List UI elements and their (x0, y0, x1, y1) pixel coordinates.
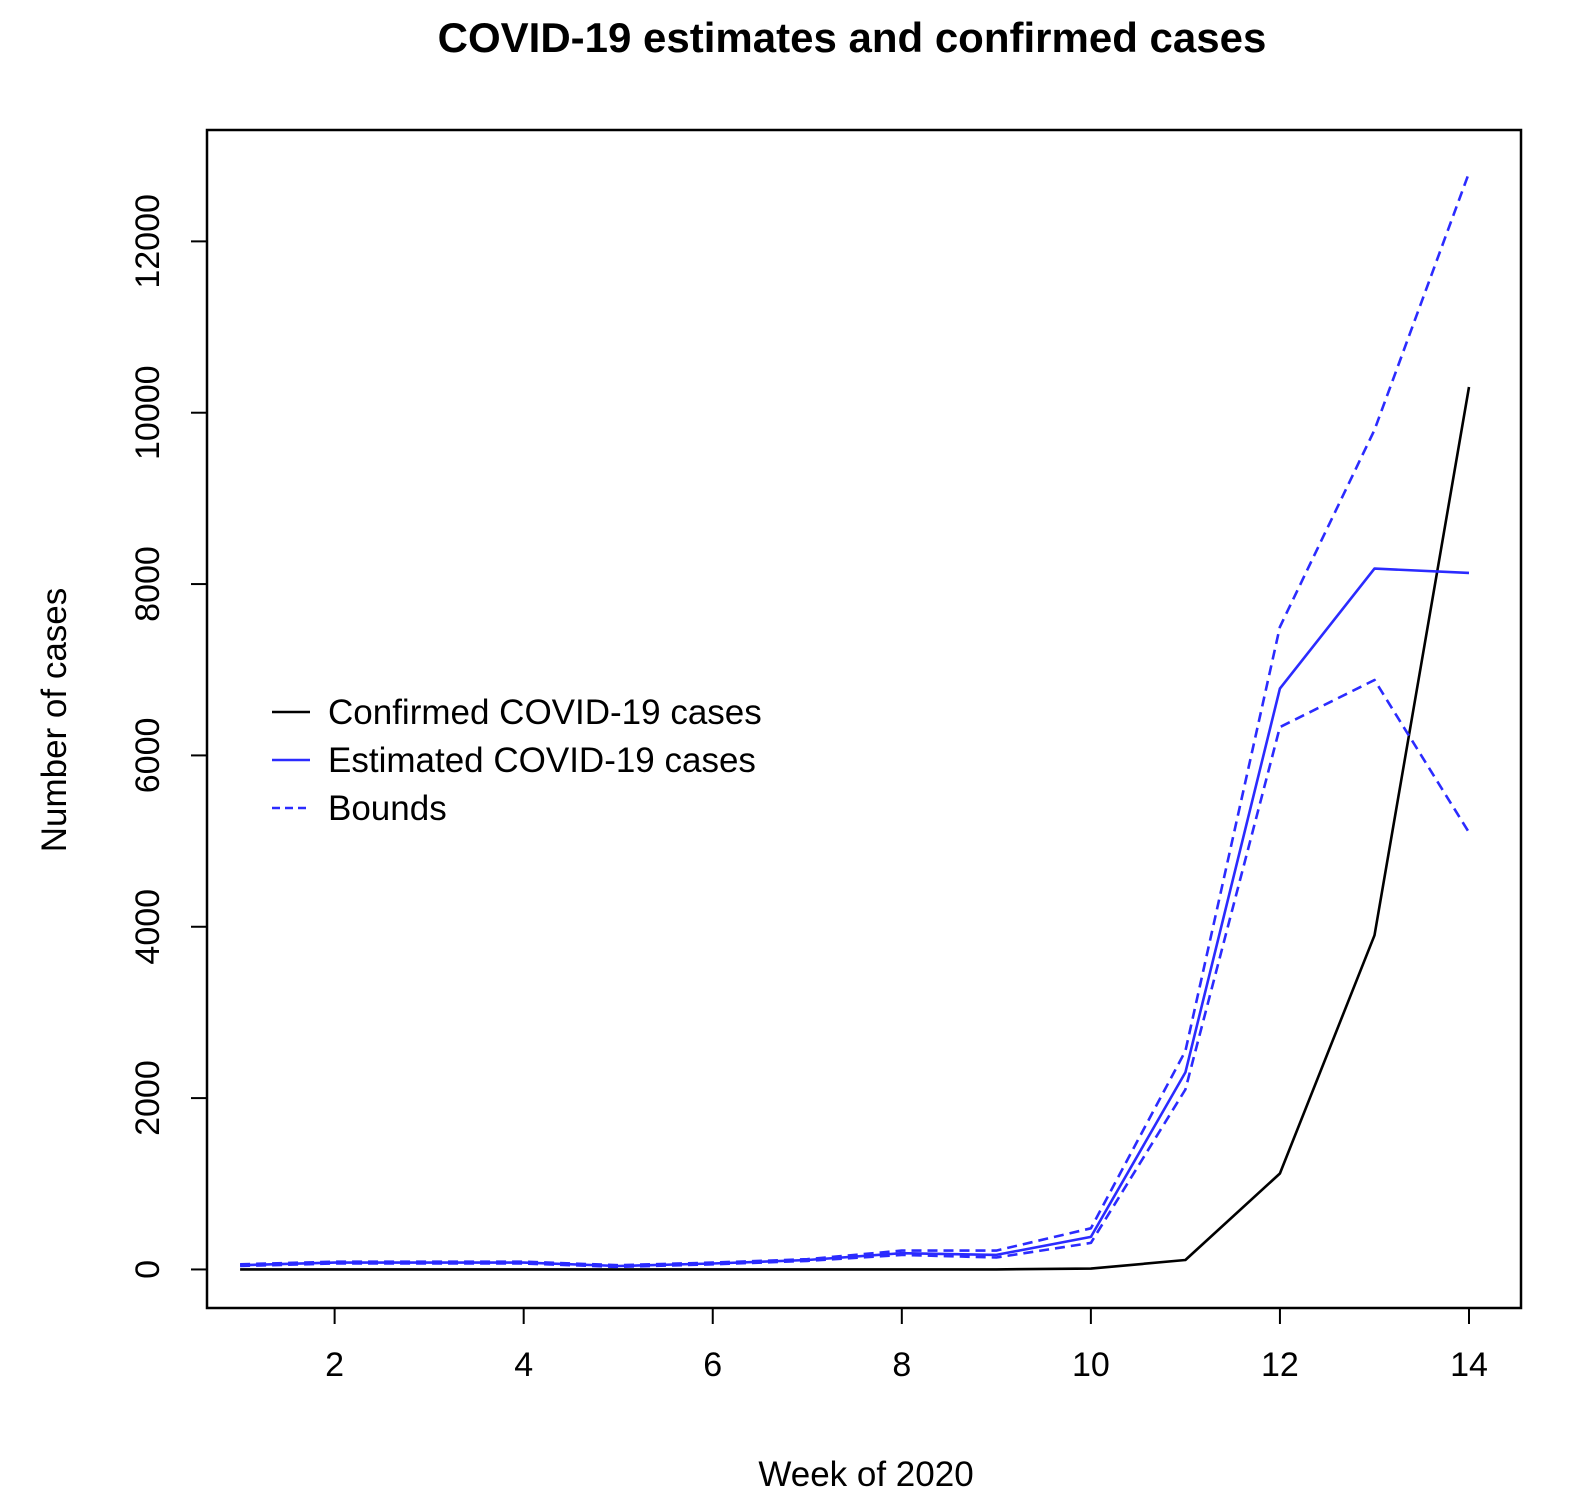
series-line-3 (240, 678, 1471, 1269)
series-line-0 (240, 386, 1471, 1271)
y-axis-label: Number of cases (35, 588, 74, 853)
x-tick-label: 4 (514, 1346, 533, 1384)
x-tick-label: 10 (1072, 1346, 1110, 1384)
x-tick-label: 8 (892, 1346, 911, 1384)
y-tick-label: 12000 (129, 194, 167, 289)
x-tick-label: 14 (1450, 1346, 1488, 1384)
legend-label: Confirmed COVID-19 cases (328, 693, 762, 732)
legend-label: Estimated COVID-19 cases (328, 741, 756, 780)
legend: Confirmed COVID-19 cases Estimated COVID-… (272, 693, 762, 828)
legend-label: Bounds (328, 789, 447, 828)
y-axis: 0 2000 4000 6000 8000 10000 12000 (129, 194, 208, 1279)
y-tick-label: 4000 (129, 889, 167, 965)
chart-title: COVID-19 estimates and confirmed cases (438, 14, 1267, 61)
y-tick-label: 2000 (129, 1060, 167, 1136)
x-axis: 2 4 6 8 10 12 14 (240, 1307, 1488, 1384)
x-axis-label: Week of 2020 (758, 1455, 973, 1494)
series-line-2 (240, 172, 1471, 1267)
y-tick-label: 6000 (129, 718, 167, 794)
series-layer (240, 172, 1471, 1271)
y-tick-label: 0 (129, 1260, 167, 1279)
x-tick-label: 6 (703, 1346, 722, 1384)
x-tick-label: 2 (325, 1346, 344, 1384)
y-tick-label: 8000 (129, 546, 167, 622)
y-tick-label: 10000 (129, 365, 167, 460)
x-tick-label: 12 (1261, 1346, 1299, 1384)
